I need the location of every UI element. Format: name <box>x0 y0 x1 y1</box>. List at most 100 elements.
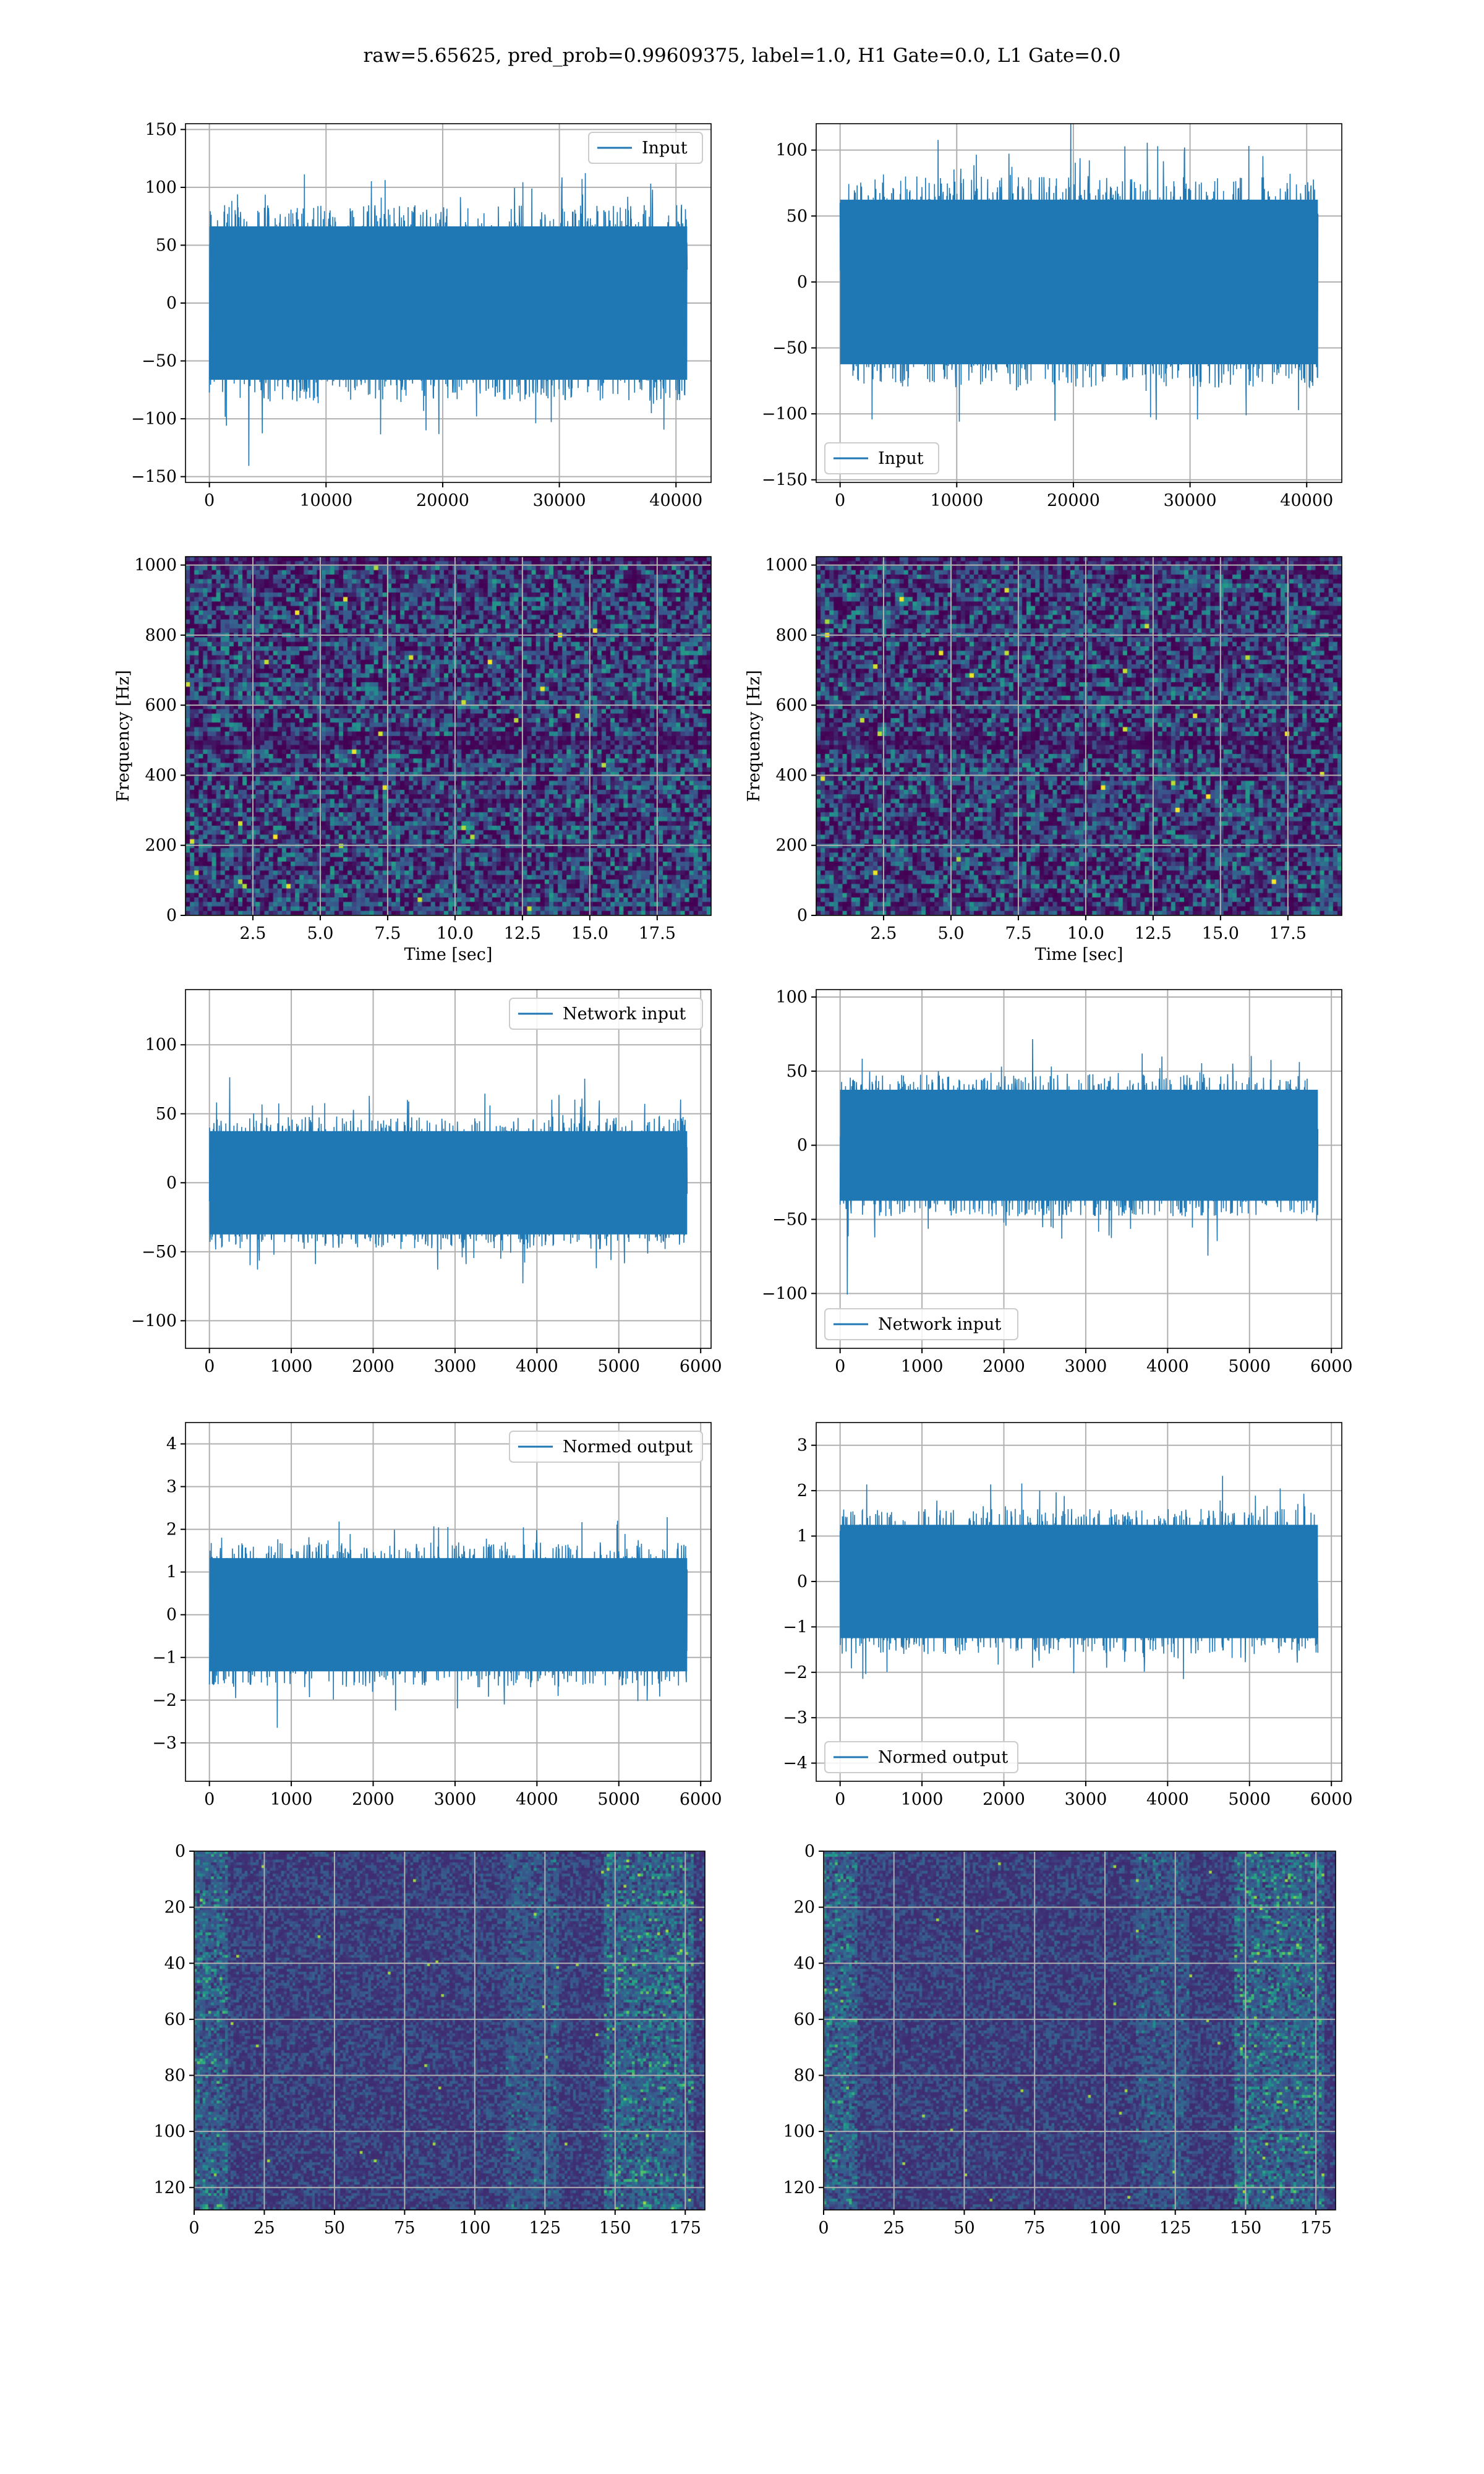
h1-feature-map-ytick-label: 0 <box>175 1842 186 1861</box>
h1-network-input-ytick-label: 0 <box>166 1173 177 1192</box>
h1-normed-output-legend: Normed output <box>509 1431 703 1463</box>
h1-normed-output-xtick-label: 1000 <box>270 1790 313 1809</box>
h1-feature-map-image <box>194 1851 705 2210</box>
h1-normed-output-ytick-label: −3 <box>152 1734 177 1753</box>
l1-normed-output-xtick-label: 4000 <box>1146 1790 1189 1809</box>
h1-input-ytick-label: 0 <box>166 294 177 313</box>
h1-feature-map-ytick-label: 40 <box>164 1954 186 1973</box>
l1-feature-map-image <box>824 1851 1336 2210</box>
l1-normed-output-xtick-label: 6000 <box>1310 1790 1353 1809</box>
h1-input-ytick-label: −100 <box>131 409 177 429</box>
h1-spectrogram-ytick-label: 400 <box>145 766 177 785</box>
h1-network-input-xtick-label: 1000 <box>270 1357 313 1376</box>
h1-normed-output-ytick-label: 1 <box>166 1563 177 1582</box>
l1-normed-output-ytick-label: −1 <box>783 1617 808 1637</box>
h1-input-series-band <box>209 226 688 380</box>
l1-network-input-xtick-label: 5000 <box>1228 1357 1271 1376</box>
l1-normed-output-xtick-label: 5000 <box>1228 1790 1271 1809</box>
l1-input-xtick-label: 0 <box>835 491 845 510</box>
l1-network-input-ytick-label: 0 <box>797 1136 808 1155</box>
l1-network-input-xtick-label: 2000 <box>983 1357 1025 1376</box>
l1-input-legend-label: Input <box>878 449 924 468</box>
l1-normed-output-ytick-label: 0 <box>797 1572 808 1591</box>
l1-spectrogram-xtick-label: 15.0 <box>1202 924 1239 943</box>
l1-network-input-xtick-label: 6000 <box>1310 1357 1353 1376</box>
l1-normed-output-series-band <box>840 1525 1318 1638</box>
h1-network-input-series-band <box>209 1131 688 1235</box>
l1-feature-map-xtick-label: 125 <box>1159 2219 1192 2238</box>
l1-input-ytick-label: 0 <box>797 273 808 292</box>
h1-feature-map-axes: 0 25 50 75 100 125 150 175 0 20 40 60 80 100 120 <box>153 1842 706 2238</box>
l1-normed-output-ytick-label: −4 <box>783 1754 808 1773</box>
l1-normed-output-ytick-label: 1 <box>797 1527 808 1546</box>
l1-input-axes: 0 10000 20000 30000 40000 −150 −100 −50 0 50 100 In… <box>762 123 1342 510</box>
h1-normed-output-xtick-label: 4000 <box>516 1790 558 1809</box>
h1-feature-map-xtick-label: 175 <box>669 2219 701 2238</box>
h1-spectrogram-image <box>186 557 711 915</box>
h1-spectrogram-xtick-label: 12.5 <box>504 924 541 943</box>
l1-normed-output-legend-box <box>824 1741 1018 1773</box>
l1-normed-output-xtick-label: 3000 <box>1065 1790 1107 1809</box>
l1-normed-output-legend-label: Normed output <box>878 1748 1008 1767</box>
l1-normed-output-ytick-label: −2 <box>783 1663 808 1682</box>
l1-network-input-legend-box <box>824 1308 1018 1340</box>
l1-spectrogram-xtick-label: 2.5 <box>870 924 897 943</box>
h1-spectrogram-xtick-label: 15.0 <box>571 924 608 943</box>
h1-network-input-xtick-label: 6000 <box>680 1357 722 1376</box>
h1-feature-map-ytick-label: 80 <box>164 2066 186 2086</box>
h1-network-input-ytick-label: 100 <box>145 1035 177 1055</box>
l1-spectrogram-ylabel: Frequency [Hz] <box>744 670 764 802</box>
h1-spectrogram-ytick-label: 0 <box>166 906 177 925</box>
h1-input-xtick-label: 20000 <box>416 491 469 510</box>
l1-spectrogram-axes: 2.5 5.0 7.5 10.0 12.5 15.0 17.5 0 200 400 600 800 10… <box>744 556 1342 964</box>
h1-feature-map-xtick-label: 0 <box>189 2219 199 2238</box>
l1-spectrogram-xtick-label: 10.0 <box>1067 924 1104 943</box>
h1-input-ytick-label: −50 <box>142 352 177 371</box>
h1-input-legend-box <box>588 132 703 164</box>
l1-feature-map-ytick-label: 60 <box>794 2010 815 2029</box>
l1-network-input-ytick-label: 50 <box>787 1062 808 1081</box>
h1-spectrogram-ytick-label: 800 <box>145 626 177 645</box>
h1-feature-map-xtick-label: 25 <box>254 2219 275 2238</box>
h1-network-input-legend-box <box>509 998 703 1030</box>
h1-spectrogram-axes: 2.5 5.0 7.5 10.0 12.5 15.0 17.5 0 200 400 600 800 10… <box>114 556 712 964</box>
h1-normed-output-ytick-label: 2 <box>166 1520 177 1539</box>
l1-feature-map-ytick-label: 40 <box>794 1954 815 1973</box>
l1-feature-map-xtick-label: 25 <box>884 2219 905 2238</box>
h1-feature-map-xtick-label: 125 <box>529 2219 561 2238</box>
l1-spectrogram-xtick-label: 12.5 <box>1135 924 1172 943</box>
l1-spectrogram-ytick-label: 200 <box>775 836 808 855</box>
l1-input-xtick-label: 10000 <box>930 491 983 510</box>
l1-feature-map-ytick-label: 0 <box>804 1842 815 1861</box>
h1-network-input-xtick-label: 3000 <box>434 1357 477 1376</box>
l1-input-legend-box <box>824 442 939 474</box>
l1-normed-output-legend: Normed output <box>824 1741 1018 1773</box>
l1-feature-map-frame <box>823 1851 1336 2211</box>
h1-input-axes: 0 10000 20000 30000 40000 −150 −100 −50 0 50 100 15… <box>131 120 712 510</box>
figure-suptitle: raw=5.65625, pred_prob=0.99609375, label… <box>364 45 1121 67</box>
h1-normed-output-ytick-label: 0 <box>166 1606 177 1625</box>
l1-network-input-ytick-label: 100 <box>775 988 808 1007</box>
l1-input-ytick-label: −50 <box>772 339 808 358</box>
h1-normed-output-legend-box <box>509 1431 703 1463</box>
h1-feature-map-ytick-label: 60 <box>164 2010 186 2029</box>
l1-network-input-ytick-label: −100 <box>762 1284 808 1303</box>
l1-spectrogram-ytick-label: 400 <box>775 766 808 785</box>
l1-feature-map-ytick-label: 100 <box>783 2122 815 2141</box>
l1-normed-output-ytick-label: 2 <box>797 1481 808 1500</box>
h1-spectrogram-xtick-label: 2.5 <box>239 924 266 943</box>
h1-feature-map-ytick-label: 100 <box>153 2122 186 2141</box>
h1-spectrogram-xtick-label: 10.0 <box>437 924 474 943</box>
h1-input-ytick-label: 50 <box>156 236 177 255</box>
l1-feature-map-ytick-label: 80 <box>794 2066 815 2086</box>
l1-network-input-xtick-label: 0 <box>835 1357 845 1376</box>
l1-input-ytick-label: −150 <box>762 471 808 490</box>
h1-spectrogram-ytick-label: 600 <box>145 696 177 715</box>
h1-network-input-xtick-label: 0 <box>204 1357 215 1376</box>
l1-normed-output-ytick-label: −3 <box>783 1708 808 1727</box>
h1-network-input-legend: Network input <box>509 998 703 1030</box>
l1-spectrogram-grid <box>816 557 1342 916</box>
h1-feature-map-xtick-label: 100 <box>459 2219 491 2238</box>
l1-network-input-legend: Network input <box>824 1308 1018 1340</box>
